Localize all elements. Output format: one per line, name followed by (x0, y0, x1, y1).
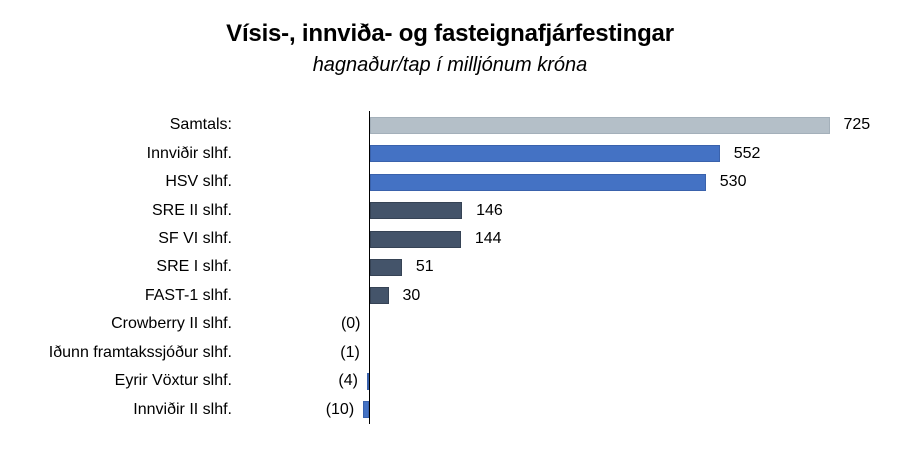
bar (369, 145, 720, 163)
category-label: SF VI slhf. (158, 230, 232, 248)
category-label: SRE II slhf. (151, 201, 232, 219)
value-label: 725 (843, 116, 871, 134)
category-label: SRE I slhf. (156, 258, 232, 276)
bar (369, 230, 461, 248)
value-label: 530 (719, 173, 747, 191)
value-label: 144 (474, 230, 502, 248)
value-label: 51 (415, 258, 434, 276)
bar (369, 202, 463, 220)
value-label: (0) (340, 315, 361, 333)
value-label: (4) (338, 372, 358, 390)
bar (369, 287, 389, 305)
value-label: 30 (402, 286, 421, 304)
category-label: Iðunn framtakssjóður slhf. (48, 343, 232, 361)
category-label: Samtals: (169, 116, 232, 134)
bar (369, 173, 706, 191)
value-label: 146 (476, 201, 503, 219)
chart-title: Vísis-, innviða- og fasteignafjárfesting… (226, 20, 674, 47)
y-axis-line (368, 111, 371, 424)
category-label: FAST-1 slhf. (144, 286, 232, 304)
category-label: Innviðir slhf. (146, 144, 232, 162)
category-label: HSV slhf. (165, 173, 232, 191)
bar (369, 116, 830, 134)
category-label: Innviðir II slhf. (133, 400, 232, 418)
value-label: 552 (733, 144, 761, 162)
category-label: Crowberry II slhf. (111, 315, 232, 333)
value-label: (1) (340, 343, 360, 361)
category-label: Eyrir Vöxtur slhf. (114, 372, 232, 390)
chart-subtitle: hagnaður/tap í milljónum króna (312, 54, 588, 76)
bar (369, 258, 402, 276)
value-label: (10) (325, 400, 355, 418)
